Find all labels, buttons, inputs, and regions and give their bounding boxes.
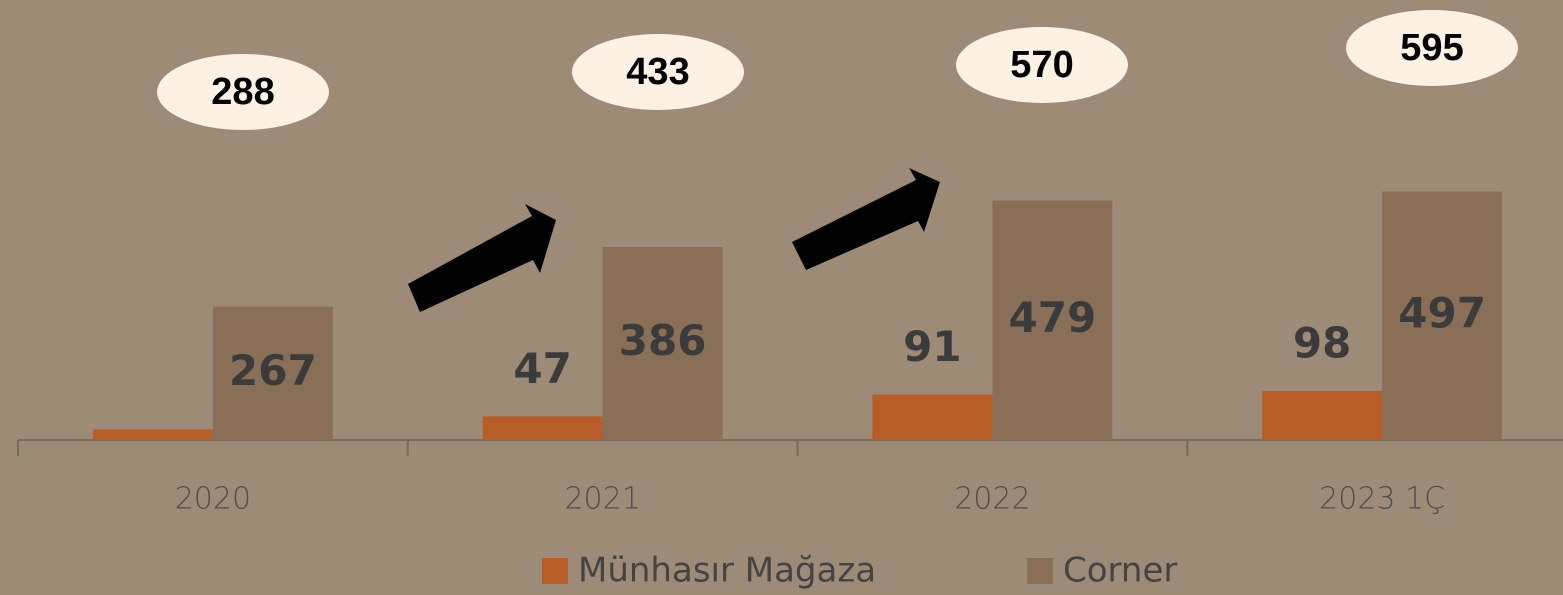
data-label: 479 <box>1009 293 1097 342</box>
growth-arrow <box>792 168 940 270</box>
total-bubble <box>157 54 329 130</box>
total-bubble <box>572 34 744 110</box>
growth-arrow <box>408 204 556 312</box>
bar <box>212 306 333 440</box>
legend-swatch <box>1027 558 1053 584</box>
bar <box>1382 191 1503 440</box>
bar <box>992 200 1113 440</box>
total-bubble <box>956 27 1128 103</box>
x-tick-label: 2020 <box>175 482 251 517</box>
bar <box>602 247 723 440</box>
total-label: 288 <box>211 71 274 113</box>
total-label: 570 <box>1010 44 1073 86</box>
x-tick-label: 2023 1Ç <box>1319 482 1445 517</box>
total-label: 595 <box>1400 27 1463 69</box>
bar <box>872 394 993 440</box>
x-tick-label: 2021 <box>564 482 640 517</box>
data-label: 497 <box>1398 288 1486 337</box>
legend-label: Münhasır Mağaza <box>578 551 876 591</box>
data-label: 47 <box>513 344 571 393</box>
bar <box>92 429 213 440</box>
data-label: 91 <box>903 322 961 371</box>
data-label: 98 <box>1293 319 1351 368</box>
total-bubble <box>1346 10 1518 86</box>
data-label: 386 <box>619 316 707 365</box>
legend-swatch <box>542 558 568 584</box>
data-label: 267 <box>229 346 317 395</box>
bar <box>1262 391 1383 440</box>
total-label: 433 <box>626 51 689 93</box>
bar <box>482 416 603 440</box>
x-tick-label: 2022 <box>954 482 1030 517</box>
legend-label: Corner <box>1063 551 1177 591</box>
